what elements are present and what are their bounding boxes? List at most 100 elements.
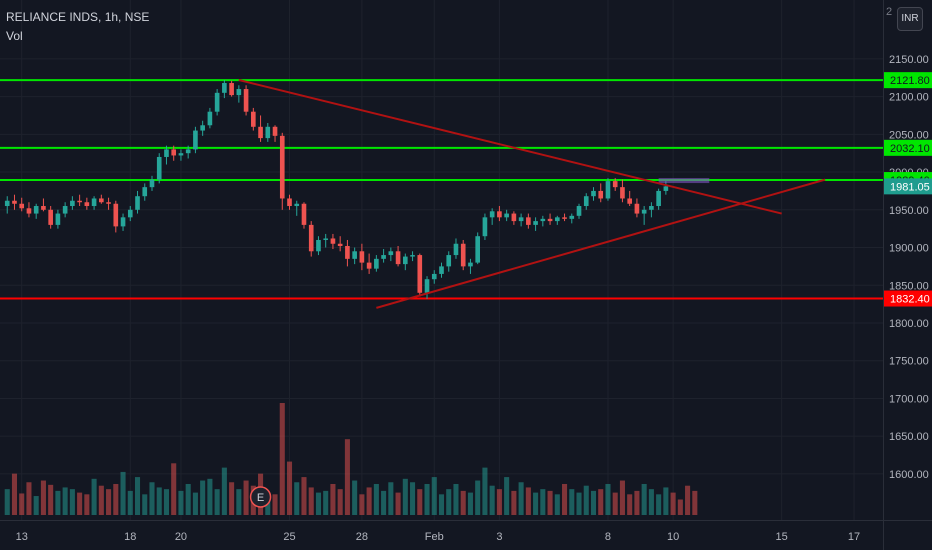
candle-body xyxy=(19,203,25,209)
candle-body xyxy=(526,217,531,225)
candle-body xyxy=(410,255,415,257)
volume-bar xyxy=(605,483,611,515)
range-box xyxy=(658,178,710,184)
time-axis-label: 8 xyxy=(605,531,611,543)
candle-body xyxy=(591,190,596,197)
candle-body xyxy=(620,187,625,199)
currency-button[interactable]: INR xyxy=(897,7,923,31)
time-axis-label: 13 xyxy=(16,531,28,543)
candle-body xyxy=(605,181,611,199)
volume-bar xyxy=(518,482,524,515)
volume-bar xyxy=(236,489,242,515)
candle-body xyxy=(258,126,263,139)
candle-body xyxy=(48,209,53,225)
time-axis-label: 25 xyxy=(283,531,295,543)
candle-body xyxy=(489,211,495,218)
volume-bar xyxy=(569,489,575,515)
symbol-title[interactable]: RELIANCE INDS, 1h, NSE xyxy=(6,10,150,24)
volume-legend-label[interactable]: Vol xyxy=(6,29,23,43)
volume-bar xyxy=(55,490,61,515)
volume-bar xyxy=(26,482,32,515)
candle-body xyxy=(446,255,452,267)
candle-body xyxy=(193,130,198,150)
volume-bar xyxy=(576,492,582,515)
volume-bar xyxy=(417,489,423,515)
candle-body xyxy=(417,255,423,293)
candle-body xyxy=(431,273,437,280)
candle-body xyxy=(294,203,300,207)
volume-bar xyxy=(127,490,133,515)
volume-bar xyxy=(410,482,416,515)
volume-bar xyxy=(540,489,546,515)
candle-body xyxy=(374,258,379,269)
volume-bar xyxy=(106,489,112,515)
candle-body xyxy=(164,149,169,157)
candle-body xyxy=(627,198,632,204)
candle-body xyxy=(4,200,10,207)
trendline xyxy=(376,178,826,309)
volume-bar xyxy=(352,480,358,515)
candle-body xyxy=(345,246,350,259)
candle-body xyxy=(236,89,242,96)
price-scale-separator xyxy=(883,0,884,550)
candle-body xyxy=(200,125,205,131)
candle-body xyxy=(279,135,285,199)
volume-bar xyxy=(547,490,553,515)
volume-bar xyxy=(641,483,647,515)
candle-body xyxy=(554,217,560,222)
candle-body xyxy=(634,203,640,214)
price-axis-label: 1750.00 xyxy=(889,356,929,368)
time-axis-label: Feb xyxy=(425,531,444,543)
volume-bar xyxy=(207,478,213,515)
candle-body xyxy=(337,243,343,247)
candle-body xyxy=(251,111,256,127)
volume-bar xyxy=(337,489,343,515)
volume-bar xyxy=(373,483,379,515)
candle-body xyxy=(287,198,292,207)
price-axis-label: 2100.00 xyxy=(889,92,929,104)
earnings-marker-label: E xyxy=(257,492,264,504)
candle-body xyxy=(598,190,604,199)
volume-bar xyxy=(583,485,589,515)
volume-bar xyxy=(656,494,662,515)
candle-body xyxy=(641,209,647,214)
volume-bar xyxy=(438,494,445,515)
candle-body xyxy=(533,221,538,225)
volume-bar xyxy=(229,482,235,515)
level-price-tag xyxy=(884,72,932,89)
volume-bar xyxy=(598,489,604,515)
volume-bar xyxy=(19,493,25,515)
volume-bar xyxy=(77,492,83,515)
candle-body xyxy=(562,217,567,219)
volume-bar xyxy=(156,487,162,515)
volume-bar xyxy=(323,490,329,515)
candle-body xyxy=(352,251,357,259)
candle-body xyxy=(178,153,184,156)
candle-body xyxy=(41,206,46,210)
price-axis-label: 1850.00 xyxy=(889,280,929,292)
candle-body xyxy=(518,217,524,222)
candle-body xyxy=(149,179,155,188)
volume-bar xyxy=(359,494,365,515)
volume-bar xyxy=(489,485,495,515)
volume-bar xyxy=(221,467,227,515)
candle-body xyxy=(84,202,90,207)
volume-bar xyxy=(475,480,481,515)
candle-body xyxy=(569,215,575,219)
volume-bar xyxy=(634,490,640,515)
last-price-tag-label: 1981.05 xyxy=(890,181,930,193)
top-price-label: 2 xyxy=(886,6,893,18)
candle-body xyxy=(272,126,278,136)
time-axis-label: 18 xyxy=(124,531,136,543)
volume-bar xyxy=(467,492,473,515)
chart-legend: RELIANCE INDS, 1h, NSE Vol xyxy=(6,8,149,46)
price-axis-label: 2050.00 xyxy=(889,129,929,141)
volume-bar xyxy=(453,483,459,515)
volume-bar xyxy=(496,489,502,515)
candle-body xyxy=(243,89,249,112)
candle-body xyxy=(583,196,589,207)
volume-bar xyxy=(533,492,539,515)
volume-bar xyxy=(308,487,314,515)
volume-bar xyxy=(670,492,676,515)
